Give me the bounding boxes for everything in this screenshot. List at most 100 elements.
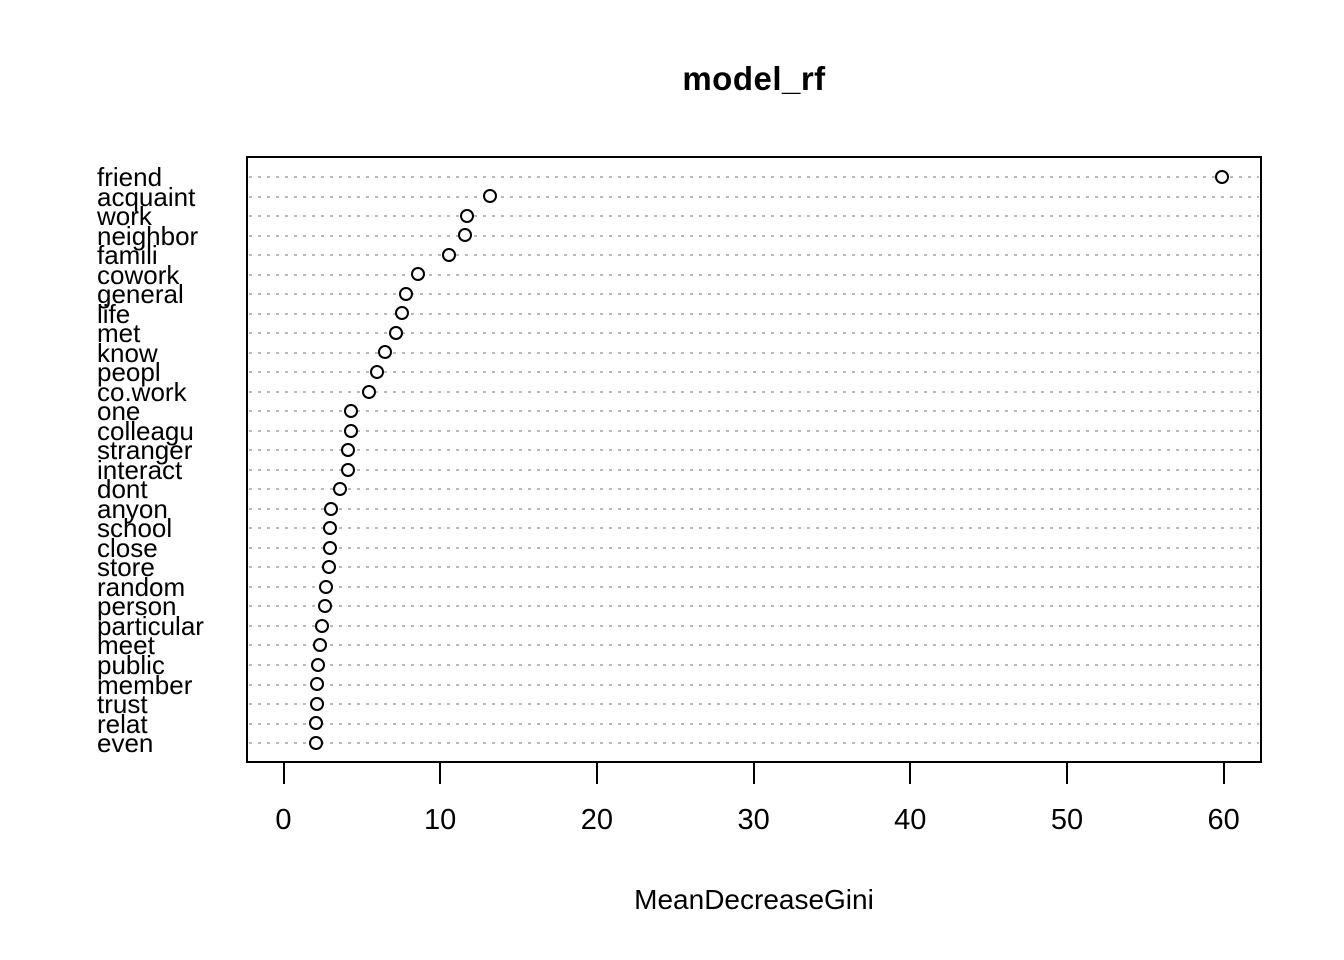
data-point: [332, 482, 347, 497]
grid-line: [249, 429, 1259, 432]
grid-line: [249, 468, 1259, 471]
grid-line: [249, 722, 1259, 725]
grid-line: [249, 546, 1259, 549]
grid-line: [249, 703, 1259, 706]
data-point: [458, 228, 473, 243]
data-point: [309, 677, 324, 692]
grid-line: [249, 624, 1259, 627]
grid-line: [249, 273, 1259, 276]
x-axis-tick: [1222, 763, 1225, 784]
x-axis-tick: [282, 763, 285, 784]
grid-line: [249, 215, 1259, 218]
data-point: [322, 521, 337, 536]
y-axis-label: store: [97, 552, 155, 583]
grid-line: [249, 605, 1259, 608]
y-axis-label: work: [97, 201, 152, 232]
y-axis-label: dont: [97, 474, 148, 505]
data-point: [459, 208, 474, 223]
data-point: [313, 638, 328, 653]
data-point: [318, 579, 333, 594]
data-point: [308, 716, 323, 731]
y-axis-label: stranger: [97, 435, 193, 466]
x-axis-tick: [909, 763, 912, 784]
plot-area: [246, 156, 1262, 763]
y-axis-label: school: [97, 513, 173, 544]
data-point: [321, 560, 336, 575]
x-axis-tick-label: 30: [737, 804, 770, 836]
x-axis-tick: [752, 763, 755, 784]
grid-line: [249, 351, 1259, 354]
grid-line: [249, 176, 1259, 178]
grid-line: [249, 488, 1259, 491]
x-axis-title: MeanDecreaseGini: [634, 884, 874, 915]
y-axis-label: neighbor: [97, 220, 199, 251]
x-axis-tick-label: 0: [275, 804, 292, 836]
y-axis-label: close: [97, 532, 158, 563]
grid-line: [249, 332, 1259, 335]
data-point: [442, 247, 457, 262]
data-point: [343, 404, 358, 419]
y-axis-label: acquaint: [97, 181, 196, 212]
y-axis-label: relat: [97, 708, 148, 739]
x-axis-tick: [595, 763, 598, 784]
y-axis-label: particular: [97, 610, 204, 641]
x-axis-tick-label: 20: [580, 804, 614, 836]
data-point: [308, 735, 323, 750]
grid-line: [249, 234, 1259, 237]
grid-line: [249, 371, 1259, 374]
grid-line: [249, 254, 1259, 257]
grid-line: [249, 293, 1259, 296]
x-axis-tick: [439, 763, 442, 784]
x-axis-tick: [1066, 763, 1068, 784]
data-point: [317, 599, 332, 614]
y-axis-label: person: [97, 591, 177, 622]
y-axis-label: general: [97, 279, 184, 310]
data-point: [483, 189, 498, 204]
y-axis-label: met: [97, 318, 141, 349]
data-point: [1214, 169, 1229, 184]
grid-line: [249, 390, 1259, 393]
grid-line: [249, 566, 1259, 569]
data-point: [309, 696, 324, 711]
x-axis-tick-label: 40: [894, 804, 927, 836]
grid-line: [249, 507, 1259, 510]
data-point: [314, 618, 329, 633]
grid-line: [249, 664, 1259, 666]
data-point: [378, 345, 393, 360]
data-point: [395, 306, 410, 321]
y-axis-label: even: [97, 728, 154, 759]
data-point: [370, 365, 385, 379]
data-point: [343, 423, 358, 438]
x-axis-tick-label: 60: [1207, 804, 1240, 836]
data-point: [322, 540, 337, 555]
grid-line: [249, 449, 1259, 452]
grid-line: [249, 527, 1259, 530]
data-point: [310, 657, 325, 672]
data-point: [389, 325, 404, 340]
y-axis-label: trust: [97, 689, 148, 720]
x-axis-tick-label: 10: [424, 804, 457, 836]
y-axis-label: random: [97, 571, 186, 602]
data-point: [341, 462, 356, 477]
y-axis-label: meet: [97, 630, 155, 661]
y-axis-label: co.work: [97, 376, 187, 407]
y-axis-label: friend: [97, 162, 163, 192]
data-point: [411, 267, 426, 282]
data-point: [324, 501, 339, 516]
y-axis-label: cowork: [97, 259, 180, 290]
grid-line: [249, 585, 1259, 588]
y-axis-label: one: [97, 396, 141, 427]
y-axis-label: anyon: [97, 493, 168, 524]
y-axis-label: member: [97, 669, 193, 700]
grid-line: [249, 410, 1259, 413]
data-point: [362, 384, 377, 399]
y-axis-label: public: [97, 650, 165, 680]
data-point: [341, 443, 356, 458]
grid-line: [249, 683, 1259, 686]
y-axis-label: interact: [97, 454, 183, 485]
y-axis-label: peopl: [97, 357, 161, 388]
y-axis-label: colleagu: [97, 415, 194, 446]
x-axis-tick-label: 50: [1050, 804, 1084, 836]
grid-line: [249, 195, 1259, 198]
grid-line: [249, 644, 1259, 647]
